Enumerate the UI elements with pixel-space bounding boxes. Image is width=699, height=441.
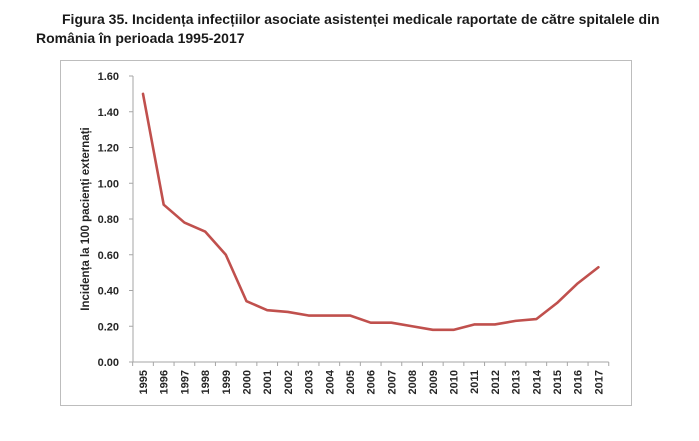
x-tick-label: 1995 — [138, 370, 150, 394]
x-tick-label: 2015 — [552, 370, 564, 394]
series-line — [141, 92, 600, 332]
x-tick-label: 2014 — [531, 369, 543, 394]
x-tick-label: 2016 — [573, 370, 585, 394]
y-tick-label: 1.40 — [98, 107, 119, 119]
x-tick-label: 2005 — [345, 370, 357, 394]
y-tick-label: 1.20 — [98, 143, 119, 155]
figure-title: Figura 35. Incidența infecțiilor asociat… — [36, 10, 676, 48]
x-tick-label: 2017 — [593, 370, 605, 394]
y-tick-label: 0.20 — [98, 321, 119, 333]
x-tick-label: 2010 — [449, 370, 461, 394]
x-axis-ticks: 1995 1996 1997 1998 1999 2000 2001 2002 2003 2004… — [132, 362, 610, 394]
y-tick-label: 0.80 — [98, 214, 119, 226]
y-tick-label: 0.60 — [98, 250, 119, 262]
x-tick-label: 2008 — [407, 370, 419, 394]
chart-frame — [60, 60, 632, 406]
y-tick-label: 0.00 — [98, 357, 119, 369]
x-tick-label: 1999 — [221, 370, 233, 394]
x-tick-label: 2007 — [386, 370, 398, 394]
x-tick-label: 2006 — [366, 370, 378, 394]
x-tick-label: 2011 — [469, 370, 481, 394]
x-tick-label: 2004 — [324, 369, 336, 394]
y-tick-label: 1.60 — [98, 71, 119, 83]
x-tick-label: 2002 — [283, 370, 295, 394]
series-group — [141, 92, 600, 332]
figure-title-line-1: Figura 35. Incidența infecțiilor asociat… — [62, 11, 660, 27]
x-tick-label: 2013 — [511, 370, 523, 394]
x-tick-label: 2012 — [490, 370, 502, 394]
y-tick-label: 0.40 — [98, 286, 119, 298]
y-tick-label: 1.00 — [98, 178, 119, 190]
y-axis-ticks: 0.00 0.20 0.40 0.60 0.80 1.00 1.20 1.40 1.60 — [98, 71, 133, 369]
x-tick-label: 1996 — [159, 370, 171, 394]
x-tick-label: 1998 — [200, 370, 212, 394]
x-tick-label: 2001 — [262, 370, 274, 394]
y-axis-label: Incidența la 100 pacienți externați — [80, 127, 92, 310]
x-tick-label: 2009 — [428, 370, 440, 394]
x-tick-label: 2000 — [242, 370, 254, 394]
figure-title-line-2: România în perioada 1995-2017 — [36, 30, 245, 46]
x-tick-label: 1997 — [179, 370, 191, 394]
x-tick-label: 2003 — [304, 370, 316, 394]
